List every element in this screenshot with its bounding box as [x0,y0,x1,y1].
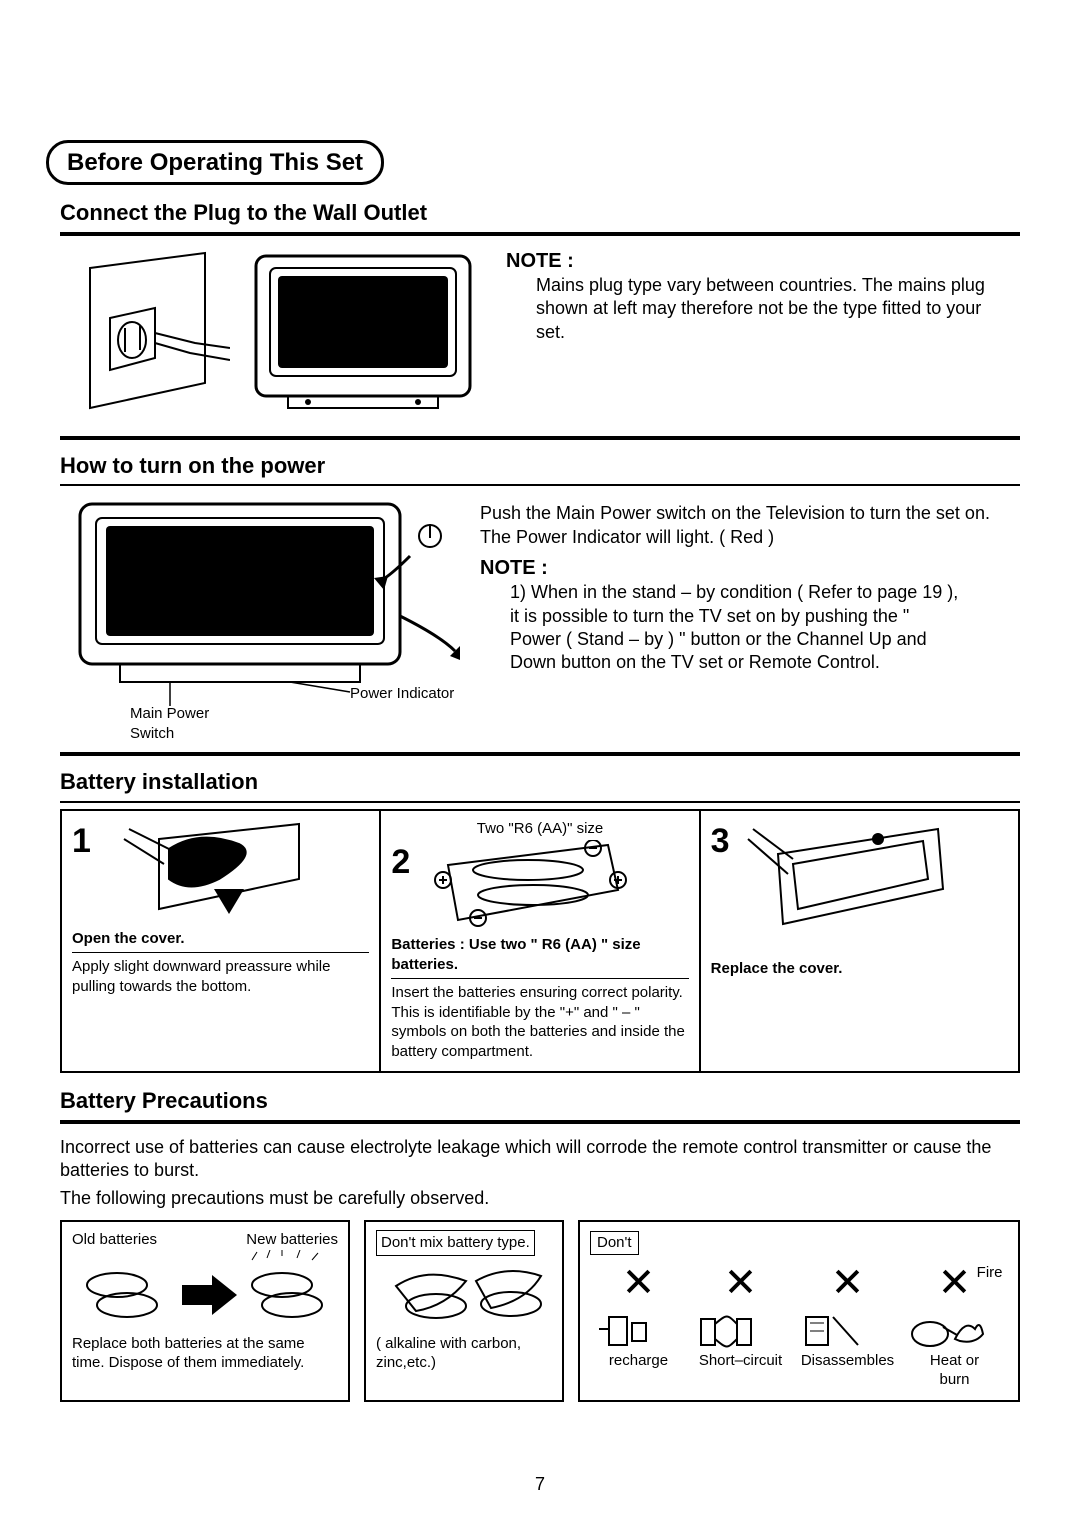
page-number: 7 [0,1473,1080,1496]
box3-c3: Disassembles [798,1351,898,1371]
section3-title: Battery installation [60,768,1020,797]
box1-caption: Replace both batteries at the same time.… [72,1334,338,1373]
box3-fire: Fire [977,1263,1003,1283]
step2-num: 2 [391,840,410,884]
box3-c4b: burn [939,1371,969,1388]
figure-mix-type [376,1256,552,1334]
battery-steps: 1 Open the cover. Apply slight downward … [60,809,1020,1074]
box3-c2: Short–circuit [691,1351,791,1371]
step2-body: Insert the batteries ensuring correct po… [391,983,688,1061]
label-main-switch-2: Switch [130,725,174,742]
figure-recharge [594,1309,654,1349]
figure-fire [905,1309,985,1349]
box3-c1: recharge [594,1351,684,1371]
section4-intro1: Incorrect use of batteries can cause ele… [60,1136,1020,1183]
section2-body1: Push the Main Power switch on the Televi… [480,502,1020,525]
figure-replace-batteries [72,1250,338,1330]
note-label: NOTE : [506,248,1020,274]
figure-step2 [418,840,628,935]
section4-intro2: The following precautions must be carefu… [60,1187,1020,1210]
figure-disassemble [798,1309,868,1349]
section2-title: How to turn on the power [60,452,1020,481]
label-power-indicator: Power Indicator [350,684,454,704]
figure-wall-outlet [60,248,230,418]
box3-c4a: Heat or [930,1352,979,1369]
box2-caption: ( alkaline with carbon, zinc,etc.) [376,1334,552,1373]
section4-title: Battery Precautions [60,1087,1020,1116]
x-icon: ✕ [691,1257,791,1309]
page-header: Before Operating This Set [46,140,384,185]
figure-short [691,1309,761,1349]
step1-num: 1 [72,819,91,863]
box3-dont: Don't [590,1231,639,1255]
x-icon: ✕ [798,1257,898,1309]
figure-step1 [99,819,309,929]
step3-num: 3 [711,819,730,863]
x-icon: ✕ [594,1257,684,1309]
section2-note-body: 1) When in the stand – by condition ( Re… [480,581,960,675]
step2-bold: Batteries : Use two " R6 (AA) " size bat… [391,935,688,979]
note-body: Mains plug type vary between countries. … [506,274,986,344]
figure-tv-power: Power Indicator Main Power Switch [60,496,460,726]
box2-top: Don't mix battery type. [376,1230,535,1256]
step3-bold: Replace the cover. [711,959,1008,979]
box1-new: New batteries [246,1230,338,1250]
step1-body: Apply slight downward preassure while pu… [72,957,369,996]
section2-note-label: NOTE : [480,555,1020,581]
section2-body2: The Power Indicator will light. ( Red ) [480,526,1020,549]
figure-step3 [738,819,948,939]
label-main-switch-1: Main Power [130,705,209,722]
step1-bold: Open the cover. [72,929,369,954]
box1-old: Old batteries [72,1230,157,1250]
section1-title: Connect the Plug to the Wall Outlet [60,199,1020,228]
step2-toplabel: Two "R6 (AA)" size [391,819,688,839]
figure-tv-front [248,248,478,418]
